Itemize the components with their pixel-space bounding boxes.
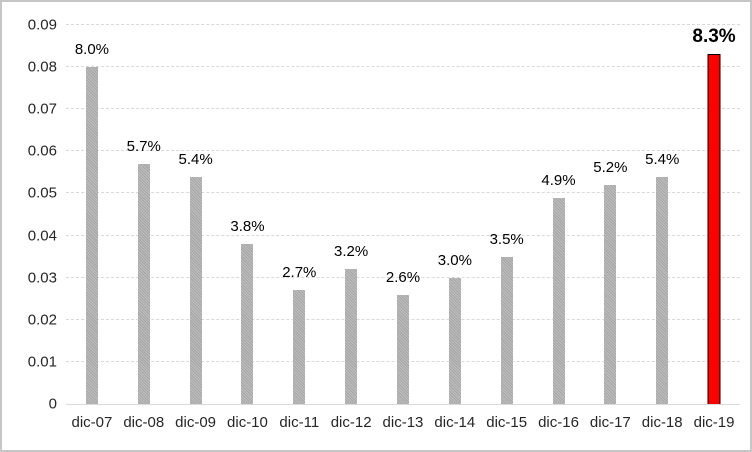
- x-axis-tick-label: dic-18: [641, 414, 683, 431]
- data-label: 4.9%: [541, 171, 576, 189]
- bar-slot: 2.6%: [377, 25, 429, 404]
- bar-dic-13[interactable]: [396, 294, 409, 404]
- x-axis-tick-label: dic-13: [382, 414, 424, 431]
- y-axis-tick-label: 0.09: [27, 16, 57, 34]
- bar-slot: 3.8%: [222, 25, 274, 404]
- bar-dic-11[interactable]: [293, 290, 306, 404]
- x-axis-tick-label: dic-17: [589, 414, 631, 431]
- bar-slot: 5.4%: [170, 25, 222, 404]
- x-axis-tick-label: dic-19: [693, 414, 735, 431]
- y-axis-tick-label: 0.01: [27, 353, 57, 371]
- bar-slot: 4.9%: [533, 25, 585, 404]
- bar-slot: 3.2%: [325, 25, 377, 404]
- x-axis-tick-label: dic-09: [175, 414, 217, 431]
- plot-area: 8.0% 5.7% 5.4% 3.8% 2.7% 3.2% 2.6% 3.0% 3.5% 4.9%…: [66, 24, 740, 405]
- bar-slot: 3.0%: [429, 25, 481, 404]
- data-label: 3.8%: [230, 217, 265, 235]
- gridline: [66, 108, 740, 110]
- y-axis-tick-label: 0: [48, 395, 57, 413]
- bar-dic-10[interactable]: [241, 243, 254, 404]
- gridline: [66, 24, 740, 25]
- bar-slot: 2.7%: [273, 25, 325, 404]
- bar-dic-07[interactable]: [85, 67, 98, 404]
- x-axis-tick-label: dic-11: [279, 414, 320, 431]
- bar-dic-12[interactable]: [345, 269, 358, 404]
- data-label: 3.2%: [334, 243, 369, 261]
- bar-dic-18[interactable]: [656, 176, 669, 404]
- bar-slot: 8.0%: [66, 25, 118, 404]
- y-axis-tick-label: 0.04: [27, 227, 57, 245]
- x-axis-tick-label: dic-15: [486, 414, 528, 431]
- data-label: 5.4%: [178, 150, 213, 168]
- bar-dic-15[interactable]: [500, 256, 513, 404]
- y-axis-tick-label: 0.02: [27, 311, 57, 329]
- gridline: [66, 276, 740, 278]
- x-axis: dic-07 dic-08 dic-09 dic-10 dic-11 dic-12 dic-…: [66, 414, 740, 436]
- bar-slot: 8.3%: [688, 25, 740, 404]
- x-axis-tick-label: dic-08: [123, 414, 165, 431]
- data-label: 3.5%: [489, 230, 524, 248]
- y-axis-tick-label: 0.08: [27, 58, 57, 76]
- bar-highlight-dic-19[interactable]: [707, 54, 721, 404]
- x-axis-tick-label: dic-10: [227, 414, 268, 431]
- data-label: 3.0%: [437, 251, 472, 269]
- x-axis-tick-label: dic-14: [434, 414, 476, 431]
- gridline: [66, 150, 740, 152]
- y-axis-tick-label: 0.07: [27, 100, 57, 118]
- data-label: 5.2%: [593, 159, 628, 177]
- bar-slot: 5.4%: [636, 25, 688, 404]
- bar-dic-08[interactable]: [137, 163, 150, 404]
- y-axis: 0 0.01 0.02 0.03 0.04 0.05 0.06 0.07 0.08 0.09: [2, 18, 57, 412]
- bar-dic-14[interactable]: [448, 277, 461, 404]
- bar-dic-09[interactable]: [189, 176, 202, 404]
- data-label: 5.4%: [645, 150, 680, 168]
- gridline: [66, 234, 740, 236]
- data-label: 5.7%: [126, 137, 161, 155]
- y-axis-tick-label: 0.06: [27, 142, 57, 160]
- y-axis-tick-label: 0.03: [27, 269, 57, 287]
- bar-slot: 5.7%: [118, 25, 170, 404]
- bar-slot: 5.2%: [584, 25, 636, 404]
- bar-dic-17[interactable]: [604, 185, 617, 404]
- y-axis-tick-label: 0.05: [27, 184, 57, 202]
- bar-dic-16[interactable]: [552, 197, 565, 404]
- data-label: 2.6%: [385, 268, 421, 286]
- data-label: 2.7%: [282, 264, 317, 282]
- x-axis-tick-label: dic-16: [538, 414, 579, 431]
- data-label: 8.0%: [74, 41, 110, 59]
- x-axis-tick-label: dic-07: [71, 414, 113, 431]
- bar-slot: 3.5%: [481, 25, 533, 404]
- gridline: [66, 66, 740, 68]
- x-axis-tick-label: dic-12: [330, 414, 372, 431]
- gridline: [66, 192, 740, 194]
- data-label: 8.3%: [692, 26, 736, 48]
